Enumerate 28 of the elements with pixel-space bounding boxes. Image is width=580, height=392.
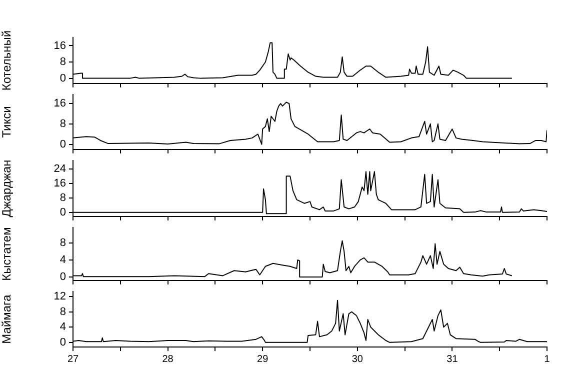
x-tick-label: 28 [162, 354, 174, 365]
x-tick-label: 1 [544, 354, 550, 365]
y-tick-label: 16 [54, 98, 66, 110]
y-tick-label: 24 [54, 162, 66, 175]
y-axis-title: Тикси [0, 106, 14, 138]
y-tick-label: 0 [60, 138, 66, 150]
y-tick-label: 8 [60, 118, 66, 130]
x-tick-label: 27 [67, 354, 79, 365]
y-tick-label: 0 [60, 336, 66, 348]
y-tick-label: 8 [60, 192, 66, 204]
x-tick-label: 30 [352, 354, 364, 365]
y-tick-label: 4 [60, 254, 66, 266]
y-tick-label: 12 [54, 290, 66, 303]
y-tick-label: 4 [60, 321, 66, 334]
y-axis-title: Маймага [0, 294, 14, 344]
y-tick-label: 8 [60, 236, 66, 249]
y-tick-label: 8 [60, 56, 66, 68]
y-axis-title: Кыстатем [0, 227, 14, 281]
y-axis-title: Джарджан [0, 160, 14, 218]
y-tick-label: 8 [60, 306, 66, 318]
x-tick-label: 29 [257, 354, 269, 365]
y-tick-label: 16 [54, 177, 66, 190]
y-tick-label: 0 [60, 72, 66, 84]
y-tick-label: 0 [60, 206, 66, 218]
x-tick-label: 31 [446, 354, 458, 365]
y-tick-label: 16 [54, 40, 66, 52]
y-tick-label: 0 [60, 271, 66, 284]
y-axis-title: Котельный [0, 30, 14, 91]
